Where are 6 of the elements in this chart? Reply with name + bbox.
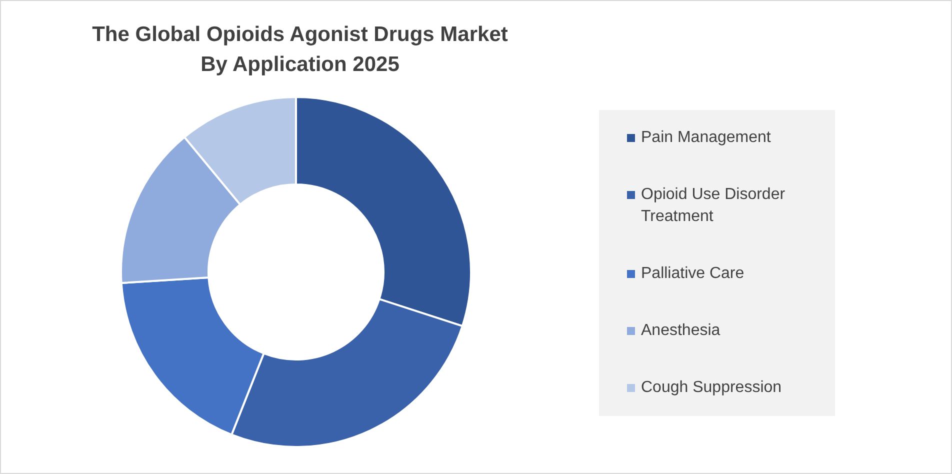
legend-label: Anesthesia: [641, 320, 720, 341]
legend-label: Pain Management: [641, 128, 771, 148]
legend-label: Cough Suppression: [641, 378, 782, 398]
legend-label: Opioid Use Disorder Treatment: [641, 185, 786, 228]
chart-title: The Global Opioids Agonist Drugs Market By Application 2025: [91, 22, 509, 78]
legend-label: Palliative Care: [641, 264, 744, 284]
